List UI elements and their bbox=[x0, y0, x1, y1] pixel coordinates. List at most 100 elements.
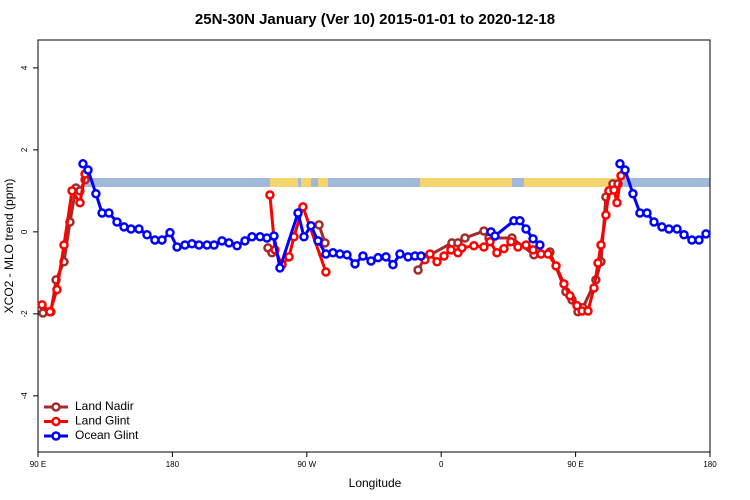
ocean-band bbox=[84, 178, 710, 187]
legend-label: Land Glint bbox=[75, 414, 130, 428]
data-point bbox=[425, 249, 435, 259]
legend-marker bbox=[51, 416, 61, 427]
data-point bbox=[67, 186, 77, 196]
x-tick-label: 0 bbox=[439, 460, 444, 469]
data-point bbox=[373, 252, 383, 263]
x-tick-label: 90 E bbox=[567, 460, 583, 469]
data-point bbox=[551, 261, 561, 271]
x-axis-label: Longitude bbox=[349, 476, 402, 490]
data-point bbox=[126, 224, 136, 234]
data-point bbox=[413, 265, 423, 275]
legend-marker bbox=[51, 402, 61, 412]
data-point bbox=[535, 240, 545, 250]
data-point bbox=[224, 238, 234, 248]
data-point bbox=[615, 159, 625, 169]
data-point bbox=[543, 249, 553, 259]
data-point bbox=[490, 231, 500, 241]
data-point bbox=[609, 185, 619, 195]
chart-title: 25N-30N January (Ver 10) 2015-01-01 to 2… bbox=[195, 11, 555, 28]
data-point bbox=[528, 234, 538, 244]
data-point bbox=[209, 240, 219, 250]
data-point bbox=[91, 188, 101, 199]
data-point bbox=[694, 235, 704, 245]
data-point bbox=[513, 242, 523, 252]
data-point bbox=[157, 235, 167, 245]
data-point bbox=[679, 229, 689, 240]
data-point bbox=[593, 258, 603, 268]
data-point bbox=[381, 252, 391, 262]
data-point bbox=[499, 243, 509, 254]
data-point bbox=[104, 208, 114, 218]
data-point bbox=[492, 248, 502, 258]
data-point bbox=[649, 217, 659, 227]
data-point bbox=[469, 241, 479, 251]
data-point bbox=[589, 283, 599, 293]
y-tick-label: 2 bbox=[20, 147, 29, 152]
data-point bbox=[439, 251, 449, 261]
data-point bbox=[298, 202, 308, 212]
data-point bbox=[432, 257, 442, 267]
data-point bbox=[350, 259, 360, 269]
data-point bbox=[628, 188, 638, 199]
data-point bbox=[275, 263, 285, 273]
data-point bbox=[78, 159, 88, 169]
data-point bbox=[299, 232, 309, 242]
data-point bbox=[293, 208, 303, 218]
data-point bbox=[52, 284, 62, 295]
data-point bbox=[664, 224, 674, 234]
data-point bbox=[194, 240, 204, 250]
data-point bbox=[583, 306, 593, 316]
data-point bbox=[596, 240, 606, 250]
data-point bbox=[142, 229, 152, 240]
data-point bbox=[528, 245, 538, 255]
y-tick-label: 0 bbox=[20, 229, 29, 234]
data-point bbox=[559, 279, 569, 289]
data-point bbox=[240, 236, 250, 246]
data-point bbox=[83, 165, 93, 175]
land-band bbox=[524, 178, 620, 187]
x-tick-label: 90 E bbox=[30, 460, 46, 469]
data-point bbox=[313, 236, 323, 246]
land-ocean-band bbox=[84, 178, 710, 187]
x-tick-label: 180 bbox=[166, 460, 180, 469]
legend-label: Land Nadir bbox=[75, 399, 134, 413]
data-point bbox=[701, 229, 711, 239]
data-point bbox=[37, 300, 47, 310]
data-point bbox=[572, 300, 582, 311]
data-point bbox=[612, 198, 622, 208]
plot-frame bbox=[37, 39, 711, 453]
data-point bbox=[269, 231, 279, 241]
data-point bbox=[284, 252, 294, 262]
legend-marker bbox=[51, 431, 61, 441]
x-tick-label: 180 bbox=[703, 460, 717, 469]
x-tick-label: 90 W bbox=[297, 460, 316, 469]
data-point bbox=[165, 227, 175, 238]
data-point bbox=[321, 267, 331, 277]
data-point bbox=[485, 236, 495, 247]
data-point bbox=[601, 210, 611, 220]
data-point bbox=[521, 224, 531, 234]
land-band bbox=[318, 178, 328, 187]
data-point bbox=[59, 240, 69, 250]
data-point bbox=[342, 250, 352, 260]
data-point bbox=[620, 165, 630, 175]
data-point bbox=[134, 224, 144, 234]
data-point bbox=[314, 220, 324, 230]
data-point bbox=[172, 242, 182, 252]
land-band bbox=[270, 178, 298, 187]
data-point bbox=[565, 291, 575, 301]
data-point bbox=[515, 216, 525, 226]
data-point bbox=[112, 217, 122, 227]
data-point bbox=[306, 220, 316, 231]
data-point bbox=[247, 232, 257, 242]
data-point bbox=[388, 259, 398, 270]
land-band bbox=[420, 178, 512, 187]
data-point bbox=[75, 198, 85, 208]
data-point bbox=[521, 240, 531, 250]
data-point bbox=[642, 208, 652, 218]
y-tick-label: -4 bbox=[20, 392, 29, 400]
data-point bbox=[479, 242, 489, 252]
y-axis-label: XCO2 - MLO trend (ppm) bbox=[2, 179, 16, 314]
legend-label: Ocean Glint bbox=[75, 428, 139, 442]
